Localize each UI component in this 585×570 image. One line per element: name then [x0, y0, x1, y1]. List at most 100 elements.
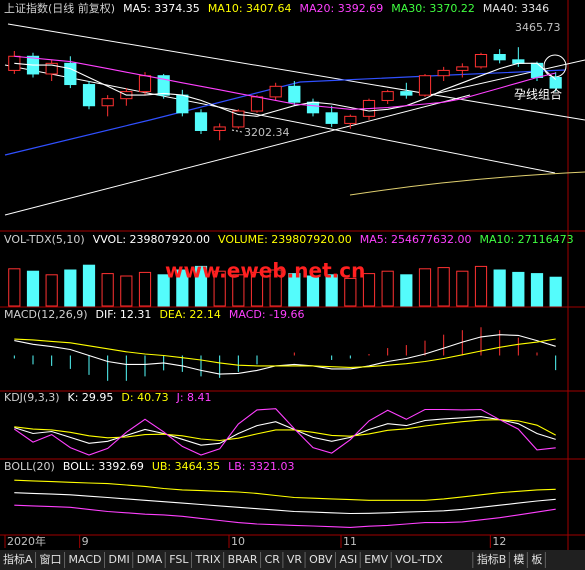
legend-item: BOLL: 3392.69: [63, 460, 144, 473]
candle-body: [530, 62, 544, 78]
volume-bar: [512, 271, 525, 307]
tab-bar: [0, 550, 585, 570]
legend-item: MA10: 3407.64: [208, 2, 292, 15]
volume-bar: [64, 269, 77, 307]
candle-body: [213, 126, 226, 131]
legend-item: MA40: 3346: [483, 2, 549, 15]
candle-body: [45, 62, 58, 75]
indicator-line: [14, 62, 557, 117]
x-tick-label: 11: [343, 535, 357, 548]
candle-body: [381, 91, 394, 101]
volume-bar: [45, 274, 58, 307]
candle-body: [344, 115, 357, 124]
volume-bar: [418, 268, 432, 307]
panel-title: BOLL(20): [4, 460, 55, 473]
tab[interactable]: CR: [265, 553, 281, 566]
volume-bar: [325, 274, 338, 307]
panel-title: KDJ(9,3,3): [4, 391, 60, 404]
candle-body: [194, 112, 208, 131]
tab[interactable]: OBV: [309, 553, 333, 566]
volume-bar: [288, 273, 301, 307]
candle-body: [232, 110, 245, 128]
indicator-line: [14, 419, 556, 442]
x-tick-label: 2020年: [7, 534, 46, 548]
candle-body: [288, 85, 301, 103]
candle-body: [269, 85, 282, 98]
x-tick-label: 9: [82, 535, 89, 548]
tab[interactable]: 板: [531, 552, 542, 566]
legend-item: MA5: 254677632.00: [360, 233, 472, 246]
legend-item: VVOL: 239807920.00: [93, 233, 210, 246]
legend-item: DEA: 22.14: [159, 308, 220, 321]
indicator-line: [14, 55, 556, 110]
candle-body: [157, 75, 170, 96]
tab[interactable]: 模: [513, 553, 524, 566]
tab[interactable]: MACD: [69, 553, 102, 566]
x-tick-label: 12: [492, 535, 506, 548]
candle-body: [493, 54, 506, 61]
volume-bar: [194, 265, 208, 307]
volume-bar: [362, 273, 376, 307]
indicator-line: [14, 416, 556, 446]
candle-body: [176, 94, 189, 114]
volume-bar: [157, 274, 170, 307]
candle-body: [82, 84, 96, 107]
volume-bar: [530, 273, 544, 307]
volume-bar: [437, 267, 450, 307]
volume-bar: [306, 275, 320, 307]
volume-bar: [232, 274, 245, 307]
tab[interactable]: DMI: [109, 553, 130, 566]
tab[interactable]: ASI: [339, 553, 357, 566]
legend-item: MA10: 27116473: [479, 233, 573, 246]
indicator-line: [14, 338, 556, 368]
annotation: 3465.73: [515, 21, 561, 34]
volume-bar: [101, 273, 114, 307]
watermark: www.eweb.net.cn: [165, 259, 365, 283]
tab[interactable]: 窗口: [40, 552, 62, 566]
candle-body: [400, 91, 413, 96]
candle-body: [325, 112, 338, 124]
volume-bar: [344, 277, 357, 307]
volume-bar: [138, 271, 152, 307]
indicator-line: [14, 479, 556, 501]
candle-body: [437, 69, 450, 77]
indicator-line: [14, 492, 556, 515]
volume-bar: [474, 265, 488, 307]
legend-item: D: 40.73: [121, 391, 168, 404]
indicator-line: [13, 408, 556, 456]
tab[interactable]: EMV: [364, 553, 388, 566]
tab[interactable]: 指标B: [477, 552, 507, 566]
tab[interactable]: 指标A: [3, 552, 33, 566]
candle-body: [138, 75, 152, 93]
annotation: 孕线组合: [514, 87, 562, 102]
legend-item: VOLUME: 239807920.00: [218, 233, 352, 246]
x-tick-label: 10: [231, 535, 245, 548]
legend-item: LB: 3321.03: [228, 460, 294, 473]
panel-title: 上证指数(日线 前复权): [4, 1, 115, 15]
candle-body: [250, 96, 264, 112]
volume-bar: [493, 269, 506, 307]
volume-bar: [381, 270, 394, 307]
tab[interactable]: TRIX: [194, 553, 221, 566]
panel-separators: [0, 0, 585, 550]
volume-bar: [549, 276, 562, 307]
volume-bar: [82, 264, 96, 307]
candle-body: [101, 98, 114, 107]
annotation: 3202.34: [244, 126, 290, 139]
tab[interactable]: VR: [287, 553, 303, 566]
volume-bar: [176, 269, 189, 307]
legend-item: DIF: 12.31: [96, 308, 152, 321]
legend-item: K: 29.95: [68, 391, 114, 404]
volume-bar: [213, 270, 226, 307]
tab[interactable]: BRAR: [228, 553, 258, 566]
candle-body: [474, 54, 488, 68]
volume-bar: [120, 275, 133, 307]
legend-item: J: 8.41: [176, 391, 212, 404]
volume-bar: [250, 271, 264, 307]
tab[interactable]: FSL: [169, 553, 189, 566]
legend-item: MA20: 3392.69: [300, 2, 384, 15]
tab[interactable]: VOL-TDX: [395, 553, 443, 566]
legend-item: UB: 3464.35: [152, 460, 220, 473]
legend-item: MA30: 3370.22: [391, 2, 475, 15]
tab[interactable]: DMA: [137, 553, 163, 566]
